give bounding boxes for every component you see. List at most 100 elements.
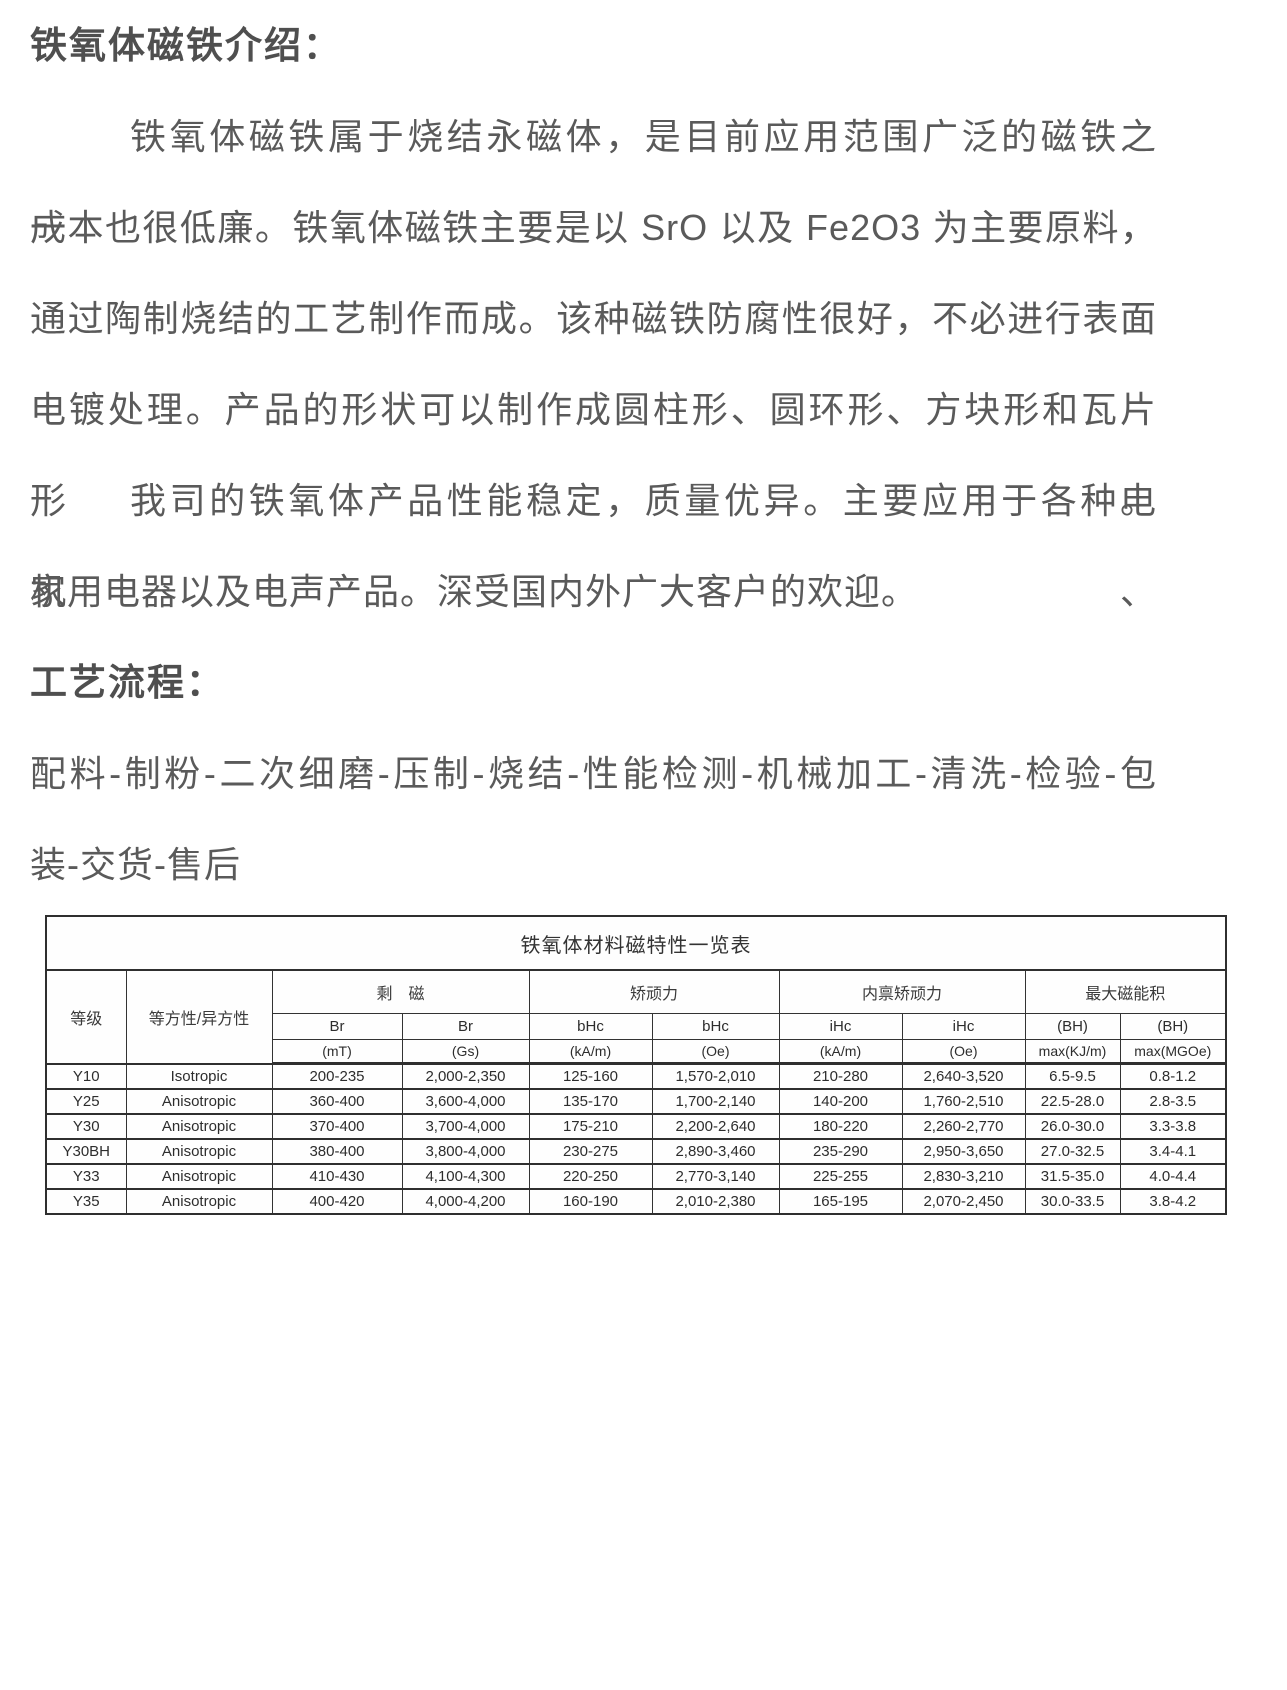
value-cell: 230-275 [528,1138,653,1165]
value-cell: 2,010-2,380 [651,1188,780,1215]
properties-table: 铁氧体材料磁特性一览表 等级 等方性/异方性 剩 磁 矫顽力 内禀矫顽力 最大磁… [45,915,1228,1215]
grade-cell: Y35 [45,1188,127,1215]
value-cell: 3.8-4.2 [1119,1188,1227,1215]
subheader-cell: iHc [901,1013,1026,1040]
value-cell: 2,640-3,520 [901,1062,1026,1090]
table-row: Y33 Anisotropic 410-430 4,100-4,300 220-… [45,1163,1227,1190]
value-cell: 370-400 [271,1113,403,1140]
value-cell: 160-190 [528,1188,653,1215]
value-cell: 4,100-4,300 [401,1163,530,1190]
value-cell: 2,200-2,640 [651,1113,780,1140]
subheader-cell: iHc [778,1013,903,1040]
subheader-cell: (BH) [1024,1013,1121,1040]
value-cell: 3,600-4,000 [401,1088,530,1115]
subheader-cell: bHc [651,1013,780,1040]
value-cell: 4.0-4.4 [1119,1163,1227,1190]
table-row: Y30 Anisotropic 370-400 3,700-4,000 175-… [45,1113,1227,1140]
process-line: 配料-制粉-二次细磨-压制-烧结-性能检测-机械加工-清洗-检验-包 [30,753,1157,794]
value-cell: 3,800-4,000 [401,1138,530,1165]
isotropy-cell: Isotropic [125,1062,273,1090]
units-cell: (mT) [271,1039,403,1065]
value-cell: 2,000-2,350 [401,1062,530,1090]
value-cell: 2,070-2,450 [901,1188,1026,1215]
units-cell: (Oe) [901,1039,1026,1065]
value-cell: 3,700-4,000 [401,1113,530,1140]
value-cell: 2,950-3,650 [901,1138,1026,1165]
value-cell: 1,700-2,140 [651,1088,780,1115]
value-cell: 235-290 [778,1138,903,1165]
table-title: 铁氧体材料磁特性一览表 [45,915,1227,971]
units-cell: (Oe) [651,1039,780,1065]
intro-line: 成本也很低廉。铁氧体磁铁主要是以 SrO 以及 Fe2O3 为主要原料， [30,207,1157,248]
table-row: Y10 Isotropic 200-235 2,000-2,350 125-16… [45,1062,1227,1090]
units-cell: (Gs) [401,1039,530,1065]
value-cell: 1,760-2,510 [901,1088,1026,1115]
value-cell: 3.4-4.1 [1119,1138,1227,1165]
isotropy-header-cell: 等方性/异方性 [125,969,273,1064]
value-cell: 200-235 [271,1062,403,1090]
isotropy-cell: Anisotropic [125,1188,273,1215]
units-cell: (kA/m) [778,1039,903,1065]
intro-line: 通过陶制烧结的工艺制作而成。该种磁铁防腐性很好，不必进行表面 [30,298,1157,339]
value-cell: 2,830-3,210 [901,1163,1026,1190]
grade-cell: Y25 [45,1088,127,1115]
value-cell: 225-255 [778,1163,903,1190]
value-cell: 2,770-3,140 [651,1163,780,1190]
subheader-cell: Br [401,1013,530,1040]
value-cell: 6.5-9.5 [1024,1062,1121,1090]
value-cell: 140-200 [778,1088,903,1115]
group-header-remanence: 剩 磁 [271,969,530,1014]
value-cell: 4,000-4,200 [401,1188,530,1215]
value-cell: 180-220 [778,1113,903,1140]
value-cell: 2.8-3.5 [1119,1088,1227,1115]
grade-cell: Y33 [45,1163,127,1190]
intro-section: 铁氧体磁铁介绍： 铁氧体磁铁属于烧结永磁体，是目前应用范围广泛的磁铁之一， 成本… [30,0,1157,910]
intro-line: 铁氧体磁铁属于烧结永磁体，是目前应用范围广泛的磁铁之一， [30,116,1157,248]
value-cell: 360-400 [271,1088,403,1115]
intro-line: 我司的铁氧体产品性能稳定，质量优异。主要应用于各种电机、 [30,480,1157,612]
value-cell: 125-160 [528,1062,653,1090]
value-cell: 175-210 [528,1113,653,1140]
group-header-max-energy-product: 最大磁能积 [1024,969,1227,1014]
grade-header-cell: 等级 [45,969,127,1064]
grade-cell: Y30BH [45,1138,127,1165]
group-header-coercivity: 矫顽力 [528,969,780,1014]
group-header-intrinsic-coercivity: 内禀矫顽力 [778,969,1026,1014]
isotropy-cell: Anisotropic [125,1088,273,1115]
value-cell: 31.5-35.0 [1024,1163,1121,1190]
isotropy-cell: Anisotropic [125,1113,273,1140]
value-cell: 22.5-28.0 [1024,1088,1121,1115]
units-cell: max(MGOe) [1119,1039,1227,1065]
value-cell: 27.0-32.5 [1024,1138,1121,1165]
value-cell: 2,890-3,460 [651,1138,780,1165]
table-row: Y30BH Anisotropic 380-400 3,800-4,000 23… [45,1138,1227,1165]
subheader-cell: Br [271,1013,403,1040]
table-row: Y25 Anisotropic 360-400 3,600-4,000 135-… [45,1088,1227,1115]
value-cell: 400-420 [271,1188,403,1215]
grade-cell: Y30 [45,1113,127,1140]
value-cell: 1,570-2,010 [651,1062,780,1090]
grade-cell: Y10 [45,1062,127,1090]
isotropy-cell: Anisotropic [125,1163,273,1190]
value-cell: 135-170 [528,1088,653,1115]
value-cell: 0.8-1.2 [1119,1062,1227,1090]
value-cell: 2,260-2,770 [901,1113,1026,1140]
value-cell: 380-400 [271,1138,403,1165]
value-cell: 26.0-30.0 [1024,1113,1121,1140]
value-cell: 220-250 [528,1163,653,1190]
intro-line: 家用电器以及电声产品。深受国内外广大客户的欢迎。 [30,571,919,612]
subheader-cell: bHc [528,1013,653,1040]
value-cell: 3.3-3.8 [1119,1113,1227,1140]
intro-line: 电镀处理。产品的形状可以制作成圆柱形、圆环形、方块形和瓦片形。 [30,389,1157,521]
value-cell: 30.0-33.5 [1024,1188,1121,1215]
value-cell: 165-195 [778,1188,903,1215]
table-row: Y35 Anisotropic 400-420 4,000-4,200 160-… [45,1188,1227,1215]
value-cell: 410-430 [271,1163,403,1190]
process-heading: 工艺流程： [30,662,225,703]
intro-heading: 铁氧体磁铁介绍： [30,25,342,66]
isotropy-cell: Anisotropic [125,1138,273,1165]
subheader-cell: (BH) [1119,1013,1227,1040]
units-cell: (kA/m) [528,1039,653,1065]
units-cell: max(KJ/m) [1024,1039,1121,1065]
